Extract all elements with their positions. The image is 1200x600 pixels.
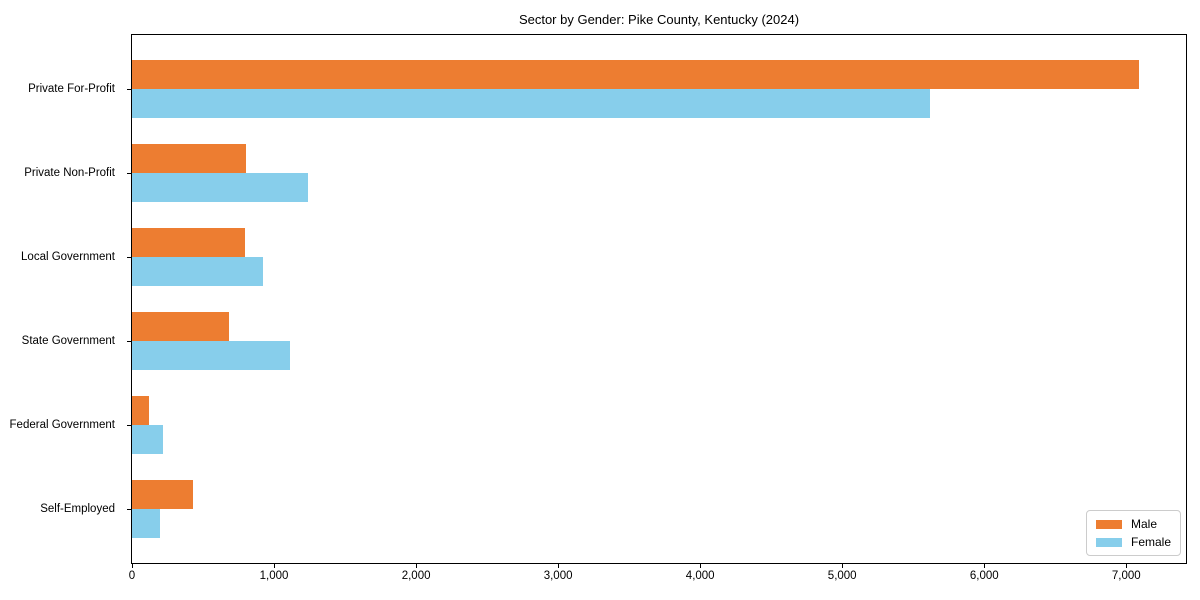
y-tick-mark: [127, 89, 131, 90]
y-tick-mark: [127, 257, 131, 258]
y-tick-mark: [127, 509, 131, 510]
y-tick-label-state-government: State Government: [21, 335, 115, 347]
x-tick-mark: [274, 564, 275, 568]
x-tick-label: 4,000: [685, 570, 715, 582]
legend-label-male: Male: [1130, 517, 1157, 531]
x-tick-mark: [984, 564, 986, 568]
x-tick-label: 3,000: [543, 570, 573, 582]
y-tick-mark: [127, 425, 131, 426]
x-tick-mark: [132, 564, 133, 568]
bar-male-state-government: [132, 312, 229, 341]
legend-swatch-male: [1095, 519, 1122, 529]
bar-female-private-for-profit: [132, 89, 931, 118]
bar-female-private-non-profit: [132, 173, 309, 202]
legend-label-female: Female: [1130, 535, 1171, 549]
legend-item-female: Female: [1095, 535, 1171, 549]
x-tick-mark: [558, 564, 560, 568]
x-tick-label: 5,000: [827, 570, 857, 582]
x-tick-label: 0: [128, 570, 136, 582]
bar-male-federal-government: [132, 396, 149, 425]
bar-female-federal-government: [132, 425, 163, 454]
bar-female-self-employed: [132, 509, 160, 538]
bar-female-state-government: [132, 341, 291, 370]
x-tick-label: 6,000: [969, 570, 999, 582]
y-tick-label-federal-government: Federal Government: [9, 419, 115, 431]
x-tick-label: 2,000: [401, 570, 431, 582]
x-tick-mark: [700, 564, 702, 568]
legend-item-male: Male: [1095, 517, 1171, 531]
y-tick-label-private-for-profit: Private For-Profit: [28, 83, 115, 95]
bars-layer: [132, 35, 1186, 563]
y-tick-mark: [127, 173, 131, 174]
y-tick-mark: [127, 341, 131, 342]
bar-female-local-government: [132, 257, 263, 286]
y-tick-label-private-non-profit: Private Non-Profit: [24, 167, 115, 179]
x-tick-mark: [1126, 564, 1128, 568]
bar-male-private-for-profit: [132, 60, 1140, 89]
y-tick-label-local-government: Local Government: [21, 251, 115, 263]
legend: Male Female: [1085, 510, 1181, 556]
chart-title: Sector by Gender: Pike County, Kentucky …: [518, 12, 800, 27]
plot-area: Male Female: [131, 34, 1187, 564]
y-axis: Private For-Profit Private Non-Profit Loca…: [0, 35, 123, 563]
y-tick-label-self-employed: Self-Employed: [40, 503, 115, 515]
legend-swatch-female: [1095, 537, 1122, 547]
x-tick-mark: [416, 564, 418, 568]
x-tick-label: 1,000: [259, 570, 289, 582]
bar-male-self-employed: [132, 480, 194, 509]
x-tick-mark: [842, 564, 844, 568]
bar-male-local-government: [132, 228, 245, 257]
x-tick-label: 7,000: [1111, 570, 1141, 582]
bar-male-private-non-profit: [132, 144, 246, 173]
